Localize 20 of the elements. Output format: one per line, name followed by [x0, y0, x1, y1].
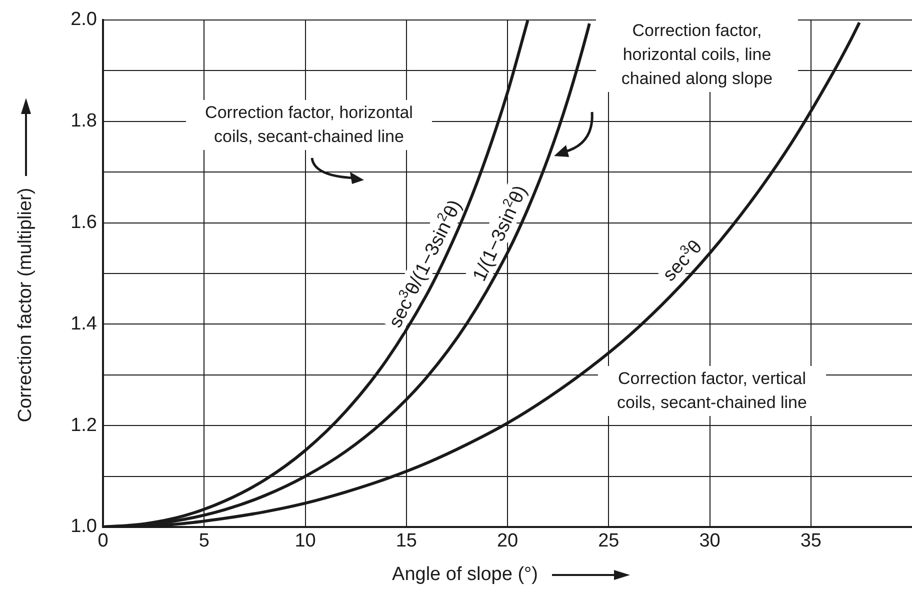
x-tick-label: 30	[699, 530, 720, 552]
text: sec3θ	[659, 236, 707, 286]
y-tick-label: 1.4	[70, 313, 98, 334]
annotation: Correction factor, horizontal coils, secant-chained line	[186, 100, 432, 150]
x-tick-label: 15	[396, 530, 417, 552]
y-tick-label: 1.0	[70, 516, 97, 538]
y-tick-label: 1.8	[70, 110, 97, 132]
y-axis-title: Correction factor (multiplier)	[15, 188, 37, 422]
y-tick-label: 1.6	[70, 212, 97, 234]
x-tick-label: 35	[800, 530, 822, 552]
y-tick-label: 2.0	[70, 9, 97, 30]
x-tick-label: 25	[598, 530, 620, 552]
annotation: Correction factor, horizontal coils, line chained along slope	[596, 18, 798, 92]
x-tick-label: 5	[198, 530, 210, 552]
x-axis-title: Angle of slope (°)	[392, 564, 538, 586]
x-tick-label: 20	[496, 530, 518, 552]
x-tick-label: 0	[98, 530, 108, 552]
y-tick-label: 1.2	[70, 414, 97, 436]
x-tick-label: 10	[294, 530, 316, 552]
annotation: Correction factor, vertical coils, secant-chained line	[598, 366, 826, 416]
